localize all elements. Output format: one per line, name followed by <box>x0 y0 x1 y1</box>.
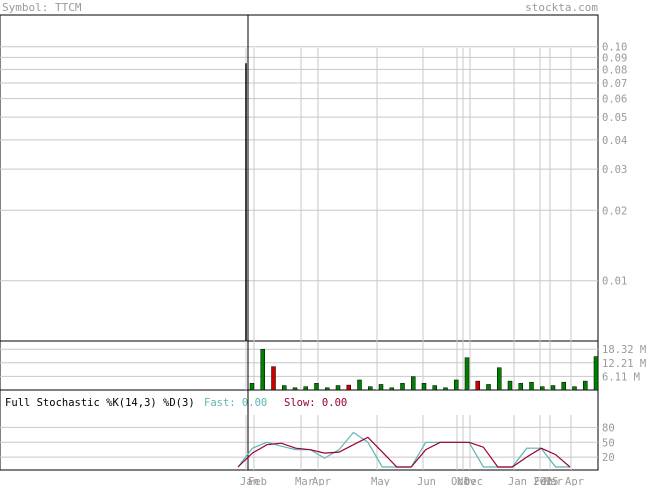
stochastic-axis-ticks: 80 50 20 <box>602 422 615 464</box>
volume-bar <box>540 386 545 391</box>
volume-bar <box>497 367 502 391</box>
price-tick-label: 0.06 <box>602 94 627 106</box>
price-axis-ticks: 0.100.090.08 0.07 0.06 0.05 0.04 0.03 0.02 0.01 <box>602 42 627 288</box>
volume-bar <box>583 380 588 391</box>
price-grid <box>0 46 598 282</box>
x-tick-label: Jan <box>240 476 259 486</box>
volume-bar <box>443 387 448 391</box>
stochastic-panel-frame <box>0 389 599 471</box>
volume-bar <box>518 383 523 391</box>
price-panel-frame <box>0 14 599 342</box>
volume-bar <box>282 385 287 391</box>
volume-bar <box>271 366 276 391</box>
stochastic-title: Full Stochastic %K(14,3) %D(3) <box>5 397 195 409</box>
volume-bar <box>411 376 416 391</box>
volume-bar <box>593 356 599 391</box>
volume-bar <box>486 384 491 391</box>
volume-bar <box>368 386 373 391</box>
price-tick-label: 0.04 <box>602 135 627 147</box>
volume-bar <box>572 386 577 391</box>
stochastic-tick-label: 50 <box>602 437 615 449</box>
volume-bar <box>378 384 384 391</box>
x-tick-label: Dec <box>464 476 483 486</box>
stochastic-fast-label: Fast: 0.00 <box>204 397 267 409</box>
x-tick-label: Feb <box>248 476 267 486</box>
x-tick-label: Feb <box>534 476 553 486</box>
x-tick-label: Apr <box>565 476 584 486</box>
price-tick-label: 0.05 <box>602 112 627 124</box>
stochastic-grid <box>0 426 598 458</box>
price-tick-label: 0.01 <box>602 276 627 288</box>
x-tick-label: Mar <box>544 476 563 486</box>
volume-bar <box>550 385 556 391</box>
volume-bar <box>507 380 513 391</box>
volume-bar <box>260 348 265 391</box>
price-tick-label: 0.03 <box>602 164 627 176</box>
volume-bar <box>325 387 330 391</box>
volume-bar <box>529 381 534 391</box>
volume-bar <box>389 387 394 391</box>
volume-tick-label: 6.11 M <box>602 371 640 383</box>
volume-bar <box>335 385 341 391</box>
price-tick-label: 0.07 <box>602 78 627 90</box>
stochastic-lines <box>237 431 571 468</box>
x-tick-label: Apr <box>312 476 331 486</box>
x-tick-label: Jan 2025 <box>508 476 559 486</box>
x-tick-label: Oct <box>451 476 470 486</box>
x-tick-label: May <box>371 476 390 486</box>
volume-bar <box>421 383 427 391</box>
stochastic-slow-label: Slow: 0.00 <box>284 397 347 409</box>
stochastic-tick-label: 20 <box>602 452 615 464</box>
volume-bar <box>475 380 480 391</box>
volume-grid <box>0 348 598 377</box>
price-tick-label: 0.10 <box>602 42 627 54</box>
volume-bar <box>400 383 405 391</box>
x-tick-label: Jun <box>417 476 436 486</box>
site-label: stockta.com <box>525 1 598 14</box>
volume-bars <box>249 348 599 391</box>
x-tick-label: Nov <box>457 476 476 486</box>
stochastic-tick-label: 80 <box>602 422 615 434</box>
volume-bar <box>432 385 437 391</box>
volume-bar <box>314 383 319 391</box>
volume-bar <box>346 384 351 391</box>
x-tick-label: Mar <box>295 476 314 486</box>
volume-tick-label: 12.21 M <box>602 358 646 370</box>
price-tick-label: 0.08 <box>602 64 627 76</box>
volume-bar <box>292 387 298 391</box>
volume-bar <box>561 381 566 391</box>
volume-axis-ticks: 18.32 M 12.21 M6.11 M <box>602 344 646 383</box>
volume-bar <box>303 386 308 391</box>
volume-bar <box>464 357 470 391</box>
price-tick-label: 0.02 <box>602 205 627 217</box>
volume-bar <box>357 379 362 391</box>
volume-tick-label: 18.32 M <box>602 344 646 356</box>
volume-bar <box>454 379 459 391</box>
stochastic-slow-line <box>237 436 571 468</box>
price-tick-label: 0.09 <box>602 52 627 64</box>
volume-bar <box>249 383 255 391</box>
price-line <box>245 15 249 470</box>
symbol-label: Symbol: TTCM <box>2 1 82 14</box>
